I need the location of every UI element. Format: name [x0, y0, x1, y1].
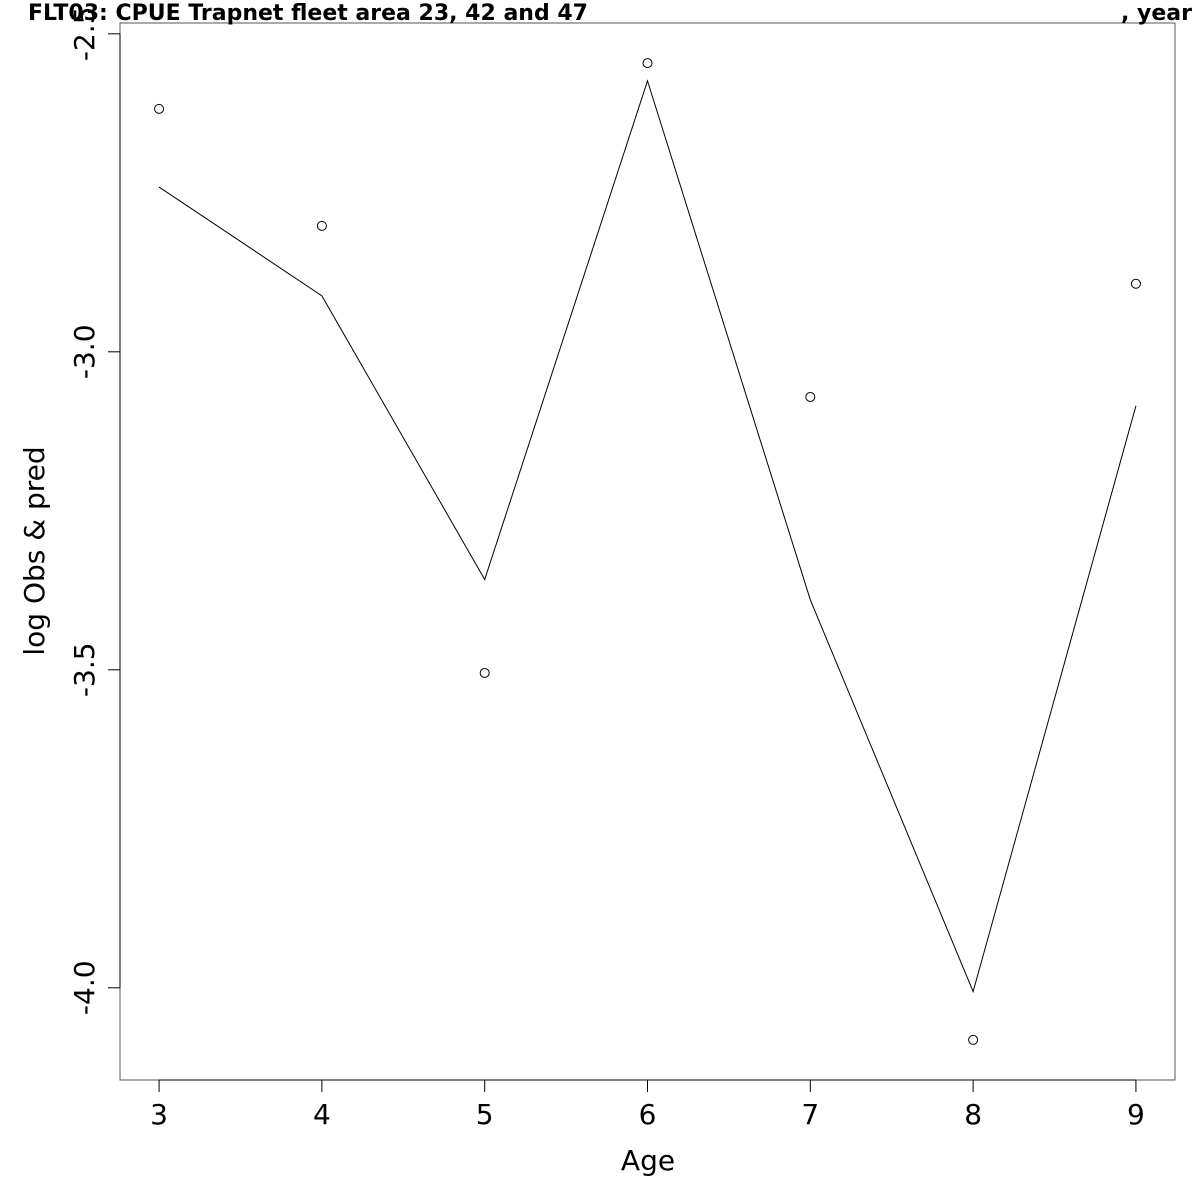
x-tick-label: 8: [964, 1098, 982, 1131]
obs-point: [968, 1034, 979, 1045]
obs-point: [805, 391, 816, 402]
obs-point: [316, 220, 327, 231]
y-tick-label: -4.0: [68, 960, 101, 1015]
chart-title: FLT03: CPUE Trapnet fleet area 23, 42 an…: [28, 1, 588, 26]
x-tick-label: 6: [639, 1098, 657, 1131]
x-tick-label: 4: [313, 1098, 331, 1131]
y-tick-label: -3.5: [68, 642, 101, 697]
y-axis-label: log Obs & pred: [18, 446, 51, 655]
y-tick-label: -3.0: [68, 324, 101, 379]
pred-line: [158, 79, 1137, 994]
x-tick-label: 9: [1127, 1098, 1145, 1131]
obs-point: [154, 103, 165, 114]
x-tick-label: 3: [150, 1098, 168, 1131]
x-tick-label: 5: [476, 1098, 494, 1131]
chart-title-right: , year: [1121, 1, 1192, 26]
x-tick-label: 7: [801, 1098, 819, 1131]
y-tick-label: -2.5: [68, 6, 101, 61]
obs-point: [1130, 278, 1141, 289]
plot-box: [119, 22, 1176, 1081]
obs-point: [642, 58, 653, 69]
x-axis-label: Age: [621, 1144, 675, 1177]
obs-point: [479, 667, 490, 678]
